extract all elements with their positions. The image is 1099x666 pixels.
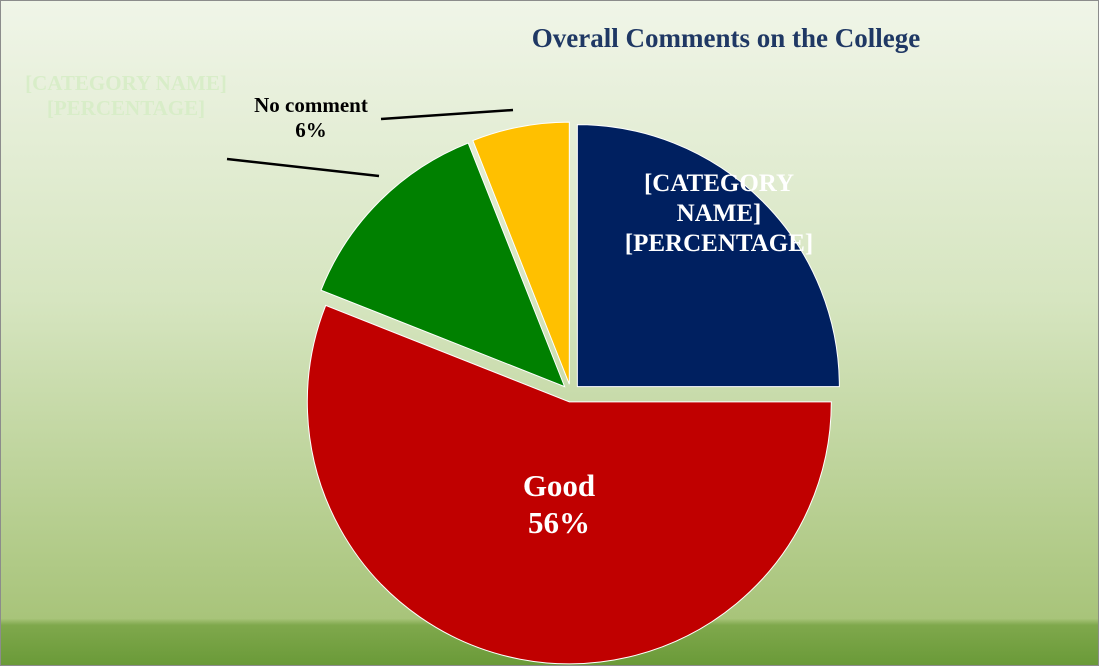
- category-name: [CATEGORY NAME]: [643, 170, 795, 227]
- category-name: Good: [522, 468, 596, 503]
- pie-slice: [472, 121, 570, 385]
- data-label: [CATEGORY NAME] [PERCENTAGE]: [619, 169, 819, 259]
- pie-slice: [306, 304, 832, 665]
- value-label: [PERCENTAGE]: [624, 230, 814, 257]
- leader-line: [226, 157, 380, 178]
- pie-slice: [576, 124, 840, 388]
- value-label: 56%: [528, 505, 590, 541]
- data-label: No comment 6%: [241, 93, 381, 143]
- data-label: Good 56%: [459, 467, 659, 541]
- pie-slice: [320, 142, 566, 388]
- chart-title: Overall Comments on the College: [531, 23, 921, 53]
- data-label: [CATEGORY NAME] [PERCENTAGE]: [21, 71, 231, 121]
- value-label: [PERCENTAGE]: [46, 96, 206, 121]
- value-label: 6%: [295, 118, 327, 143]
- category-name: No comment: [254, 93, 368, 117]
- category-name: [CATEGORY NAME]: [25, 71, 227, 95]
- leader-line: [380, 108, 514, 121]
